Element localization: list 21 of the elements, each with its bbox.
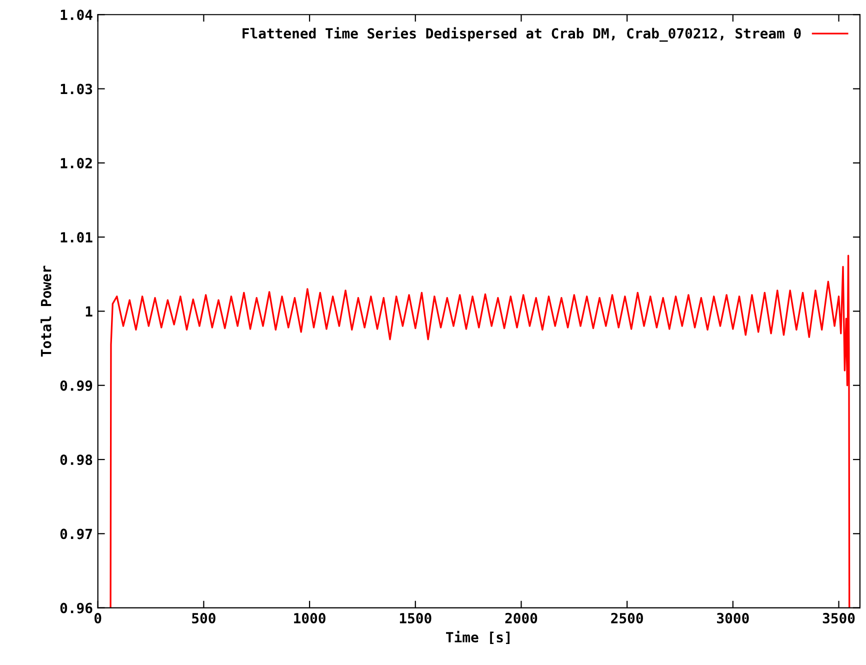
x-tick-label: 2500 [611,612,643,624]
y-tick-label: 0.98 [60,454,92,466]
y-tick-label: 1.04 [60,10,92,20]
x-tick-label: 3500 [822,612,855,624]
x-tick-label: 1500 [400,612,432,624]
y-tick-label: 0.97 [60,528,92,540]
y-tick-label: 1.01 [60,232,92,243]
y-axis-title: Total Power [40,266,52,357]
x-tick-label: 3000 [717,612,749,624]
x-axis-title: Time [s] [446,630,510,644]
y-tick-label: 1.03 [60,84,92,94]
line-series [110,254,850,608]
y-tick-label: 1.02 [60,158,92,168]
y-tick-label: 0.99 [60,380,92,391]
y-tick-label: 0.96 [60,602,92,614]
x-tick-label: 1000 [294,612,326,624]
legend-label: Flattened Time Series Dedispersed at Crab DM, Crab_070212, Stream 0 [242,27,801,42]
y-tick-label: 1 [86,306,92,316]
x-tick-label: 0 [94,612,102,624]
x-tick-label: 500 [192,612,216,624]
x-tick-label: 2000 [505,612,538,624]
